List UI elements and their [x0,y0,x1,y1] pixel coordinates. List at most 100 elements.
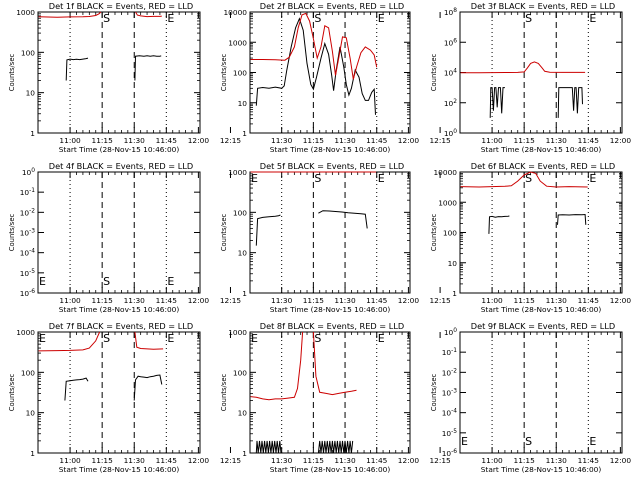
x-tick-label: 12:00 [188,136,210,145]
x-tick-label: 12:15 [220,136,242,145]
y-axis-label: Counts/sec [220,214,228,252]
x-tick-label: 11:30 [334,456,356,465]
marker-e: E [251,172,258,185]
lld-series-line [312,331,357,396]
y-tick-label: 10-2 [20,208,36,217]
events-series-line [255,17,376,115]
y-tick-label: 1 [242,129,247,138]
panel-title: Det 9f BLACK = Events, RED = LLD [471,321,615,331]
y-tick-label: 1 [30,449,35,458]
marker-s: S [525,172,532,185]
x-tick-label: 12:00 [610,456,632,465]
marker-s: S [103,275,110,288]
panel-title: Det 4f BLACK = Events, RED = LLD [49,161,193,171]
y-tick-label: 100 [444,328,457,337]
y-axis-label: Counts/sec [220,54,228,92]
events-series-line [557,87,583,118]
x-tick-label: 11:00 [59,136,81,145]
x-tick-label: 11:30 [334,296,356,305]
x-tick-label: 11:15 [514,136,536,145]
events-series-line [557,213,587,225]
marker-e: E [378,172,385,185]
panel-title: Det 6f BLACK = Events, RED = LLD [471,161,615,171]
lld-series-line [250,331,304,401]
plot-frame [249,11,411,134]
events-series-line [65,57,89,81]
y-tick-label: 100 [233,208,247,217]
lld-series-line [135,11,162,18]
lld-series-line [460,61,586,74]
x-axis-label: Start Time (28-Nov-15 10:46:00) [59,145,180,154]
lld-series-line [134,331,164,350]
plot-frame [459,331,623,454]
x-tick-label: 11:45 [578,456,600,465]
x-tick-label: 11:45 [156,296,178,305]
detector-panel-2: Det 2f BLACK = Events, RED = LLD 1 10 100 10… [220,1,451,154]
panel-title: Det 5f BLACK = Events, RED = LLD [260,161,404,171]
y-tick-label: 10 [26,89,36,98]
x-tick-label: 11:15 [92,136,114,145]
x-tick-label: 12:00 [188,456,210,465]
x-tick-label: 11:00 [59,296,81,305]
detector-panel-9: Det 9f BLACK = Events, RED = LLD 10-6 10-5… [430,321,632,474]
lld-series-line [38,11,102,18]
y-tick-label: 10-5 [442,429,458,438]
marker-e: E [589,12,596,25]
y-tick-label: 10 [238,249,248,258]
y-axis-label: Counts/sec [430,214,438,252]
y-tick-label: 10 [238,409,248,418]
x-tick-label: 12:00 [610,296,632,305]
y-tick-label: 100 [21,368,35,377]
x-tick-label: 11:30 [546,456,568,465]
events-series-line [317,440,354,454]
y-tick-label: 1000 [228,168,247,177]
x-tick-label: 11:30 [271,296,293,305]
marker-s: S [525,12,532,25]
detector-panel-5: Det 5f BLACK = Events, RED = LLD 1 10 100 10… [220,161,451,314]
y-tick-label: 1000 [16,8,35,17]
y-tick-label: 102 [444,99,457,108]
y-tick-label: 100 [22,168,35,177]
y-tick-label: 10000 [223,8,247,17]
x-tick-label: 11:30 [124,136,146,145]
panel-title: Det 8f BLACK = Events, RED = LLD [260,321,404,331]
y-tick-label: 1000 [16,328,35,337]
marker-e: E [378,332,385,345]
x-axis-label: Start Time (28-Nov-15 10:46:00) [270,305,391,314]
x-tick-label: 11:45 [578,136,600,145]
x-tick-label: 11:00 [59,456,81,465]
y-axis-label: Counts/sec [8,214,16,252]
detector-panel-8: Det 8f BLACK = Events, RED = LLD 1 10 100 10… [220,321,451,474]
x-tick-label: 11:15 [303,456,325,465]
y-axis-label: Counts/sec [8,374,16,412]
y-tick-label: 10-5 [20,269,36,278]
plot-frame [459,171,623,294]
y-axis-label: Counts/sec [430,54,438,92]
x-tick-label: 11:15 [92,296,114,305]
detector-panel-3: Det 3f BLACK = Events, RED = LLD 100 102 10… [430,1,631,154]
y-tick-label: 10-6 [20,289,36,298]
y-tick-label: 106 [444,38,457,47]
marker-s: S [103,12,110,25]
y-tick-label: 1000 [228,38,247,47]
plot-frame [37,331,201,454]
panel-title: Det 3f BLACK = Events, RED = LLD [471,1,615,11]
x-tick-label: 12:00 [188,296,210,305]
events-series-line [489,87,505,118]
events-series-line [255,440,282,454]
y-tick-label: 10000 [433,168,457,177]
marker-s: S [314,172,321,185]
x-tick-label: 12:00 [398,136,420,145]
y-tick-label: 10-3 [20,229,36,238]
y-tick-label: 100 [444,129,457,138]
marker-e: E [39,275,46,288]
events-series-line [318,210,368,229]
marker-s: S [314,332,321,345]
events-series-line [255,214,281,246]
plot-frame [249,171,411,294]
x-tick-label: 12:00 [398,296,420,305]
y-axis-label: Counts/sec [8,54,16,92]
y-tick-label: 108 [444,8,457,17]
y-tick-label: 10 [448,259,458,268]
marker-s: S [314,12,321,25]
